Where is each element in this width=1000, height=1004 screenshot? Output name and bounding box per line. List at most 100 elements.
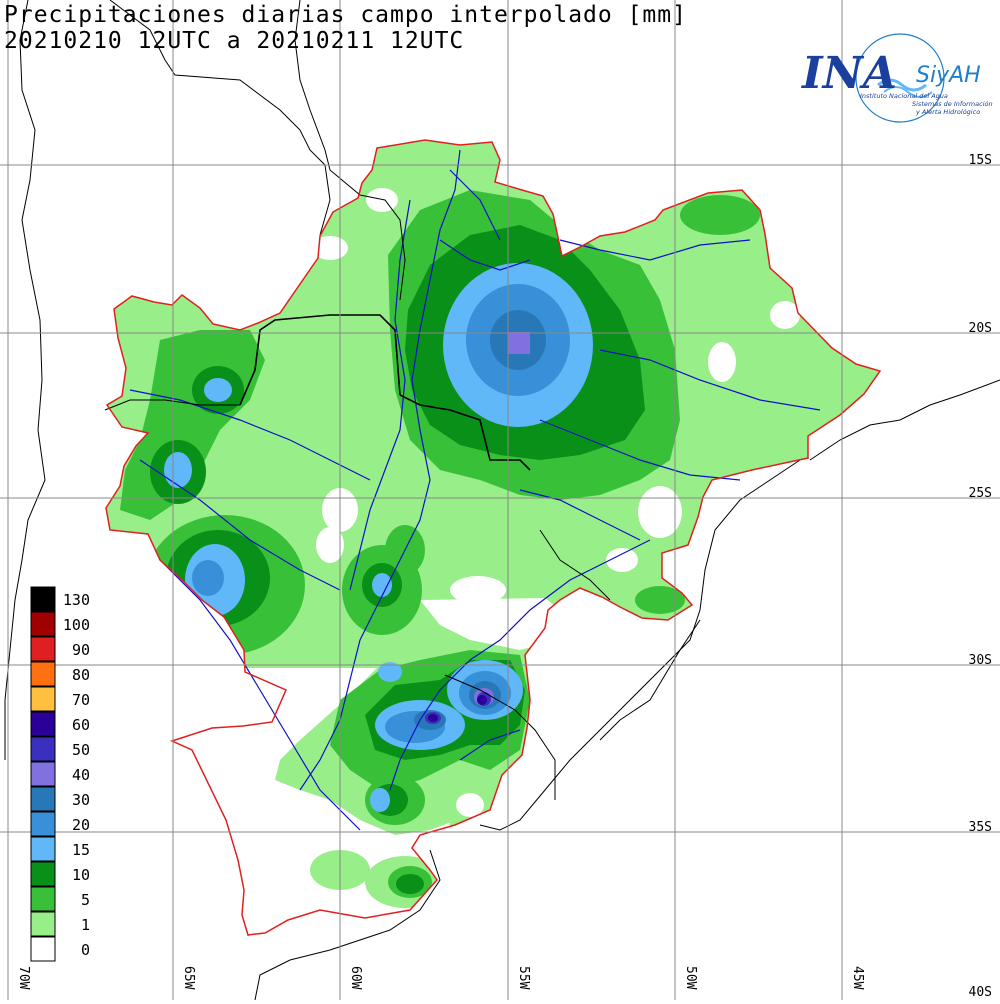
rain-60mm-south-2 xyxy=(428,714,438,722)
legend-label: 40 xyxy=(72,766,90,784)
legend-swatch xyxy=(30,636,56,662)
legend-swatch xyxy=(30,836,56,862)
legend-label: 50 xyxy=(72,741,90,759)
river-tiete xyxy=(539,419,741,481)
legend-label: 90 xyxy=(72,641,90,659)
river-iguazu xyxy=(519,489,641,541)
lat-label: 30S xyxy=(969,653,992,668)
legend-label: 100 xyxy=(63,616,90,634)
lon-label: 60W xyxy=(348,966,363,990)
logo-siyah-text: SiyAH xyxy=(916,63,981,88)
map-title: Precipitaciones diarias campo interpolad… xyxy=(4,2,687,28)
river-cuiaba xyxy=(449,169,501,241)
rain-5mm-se xyxy=(635,586,685,614)
zero-area-8 xyxy=(450,576,506,604)
coastline-lagoa xyxy=(599,619,701,741)
rain-15mm-west-2 xyxy=(164,452,192,488)
lon-label: 50W xyxy=(683,966,698,990)
legend-label: 60 xyxy=(72,716,90,734)
river-pilcomayo xyxy=(129,389,371,481)
rain-20mm-sw xyxy=(192,560,224,596)
legend-swatch xyxy=(30,861,56,887)
legend-swatch xyxy=(30,761,56,787)
zero-pocket-south xyxy=(456,793,484,817)
rain-15mm-south-3 xyxy=(378,662,402,682)
lat-label: 35S xyxy=(969,820,992,835)
logo-ring xyxy=(855,33,945,123)
map-date-range: 20210210 12UTC a 20210211 12UTC xyxy=(4,28,465,54)
logo-wave-icon-2 xyxy=(883,86,933,98)
lon-label: 65W xyxy=(181,966,196,990)
legend-label: 1 xyxy=(81,916,90,934)
lon-label: 70W xyxy=(16,966,31,990)
country-borders xyxy=(4,0,1000,1001)
rain-15mm-west xyxy=(204,378,232,402)
logo-org-text: Instituto Nacional del Agua xyxy=(860,92,948,100)
border-paraguay-brazil xyxy=(399,394,531,471)
river-grande xyxy=(559,239,751,261)
zero-area-south-east xyxy=(420,598,560,650)
river-bermejo xyxy=(139,459,341,591)
river-parana xyxy=(299,149,461,791)
logo-tag2-text: y Alerta Hidrológico xyxy=(915,108,980,116)
logo-tag1-text: Sistemas de Información xyxy=(912,100,993,108)
zero-area-1 xyxy=(366,188,398,212)
zero-area-5 xyxy=(638,486,682,538)
legend-label: 20 xyxy=(72,816,90,834)
legend-swatch xyxy=(30,736,56,762)
legend-label: 70 xyxy=(72,691,90,709)
legend-label: 130 xyxy=(63,591,90,609)
lat-label: 15S xyxy=(969,153,992,168)
river-paraguay xyxy=(349,199,411,591)
rain-15mm-plata xyxy=(370,788,390,812)
border-bolivia-paraguay xyxy=(239,314,401,406)
zero-area-3 xyxy=(770,301,800,329)
coastline-brazil xyxy=(809,379,1000,461)
legend-swatch xyxy=(30,611,56,637)
coastline-se xyxy=(479,459,801,831)
legend-label: 0 xyxy=(81,941,90,959)
river-uruguay xyxy=(389,539,651,791)
zero-area-2 xyxy=(312,236,348,260)
legend-swatch xyxy=(30,711,56,737)
rivers xyxy=(129,149,821,831)
lat-label: 40S xyxy=(969,985,992,1000)
legend-swatch xyxy=(30,786,56,812)
ina-siyah-logo: INA SiyAH Instituto Nacional del Agua Si… xyxy=(800,33,993,123)
river-negro xyxy=(459,729,521,761)
zero-area-9 xyxy=(606,548,638,572)
legend-label: 80 xyxy=(72,666,90,684)
rain-40mm-north xyxy=(508,332,530,354)
legend-swatch xyxy=(30,886,56,912)
river-taquari xyxy=(439,239,531,271)
rain-5mm-ne xyxy=(680,195,760,235)
border-bolivia-argentina xyxy=(104,399,240,411)
legend-swatch xyxy=(30,911,56,937)
river-salado xyxy=(159,559,361,831)
legend-swatch xyxy=(30,811,56,837)
rain-40mm-areas xyxy=(425,332,530,724)
lon-label: 55W xyxy=(516,966,531,990)
lon-label: 45W xyxy=(850,966,865,990)
rain-15mm-mid xyxy=(372,573,392,597)
logo-ina-text: INA xyxy=(800,48,897,99)
legend-swatch xyxy=(30,661,56,687)
legend-swatch xyxy=(30,936,56,962)
border-bolivia-peru xyxy=(109,0,331,236)
rain-60mm-south xyxy=(477,695,487,705)
border-bolivia-brazil xyxy=(294,0,406,301)
river-paranaiba xyxy=(599,349,821,411)
legend-swatch xyxy=(30,586,56,612)
legend-label: 30 xyxy=(72,791,90,809)
rain-10mm-far-south xyxy=(396,874,424,894)
border-andes xyxy=(4,0,46,760)
border-brazil-uruguay xyxy=(539,529,611,601)
legend-label: 5 xyxy=(81,891,90,909)
border-uruguay xyxy=(444,674,556,800)
zero-area-7 xyxy=(316,527,344,563)
lat-label: 25S xyxy=(969,486,992,501)
